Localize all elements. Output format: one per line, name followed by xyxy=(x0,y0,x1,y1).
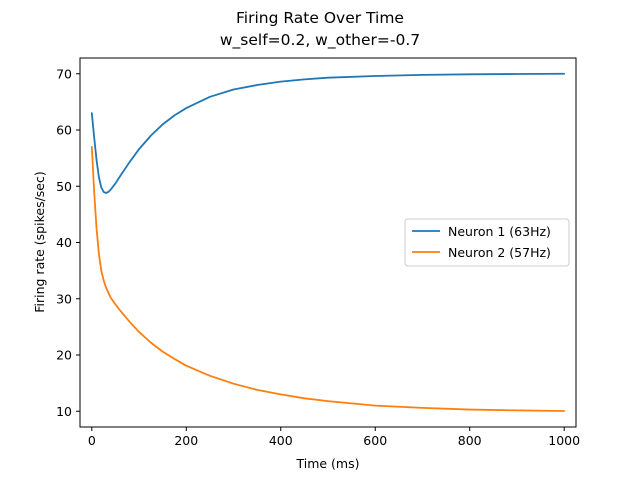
y-tick-label: 20 xyxy=(56,348,72,363)
x-tick-label: 400 xyxy=(269,433,293,448)
x-tick-label: 800 xyxy=(458,433,482,448)
y-tick-label: 50 xyxy=(56,179,72,194)
series-line-neuron-1 xyxy=(90,72,566,194)
x-axis-ticks: 0 200 400 600 800 1000 xyxy=(88,427,580,448)
x-axis-label: Time (ms) xyxy=(295,456,359,471)
chart-title: Firing Rate Over Time xyxy=(236,9,404,27)
y-tick-label: 10 xyxy=(56,404,72,419)
plot-lines xyxy=(90,72,566,412)
y-axis-ticks: 10 20 30 40 50 60 70 xyxy=(56,66,80,419)
legend-box xyxy=(404,218,570,267)
chart-subtitle: w_self=0.2, w_other=-0.7 xyxy=(220,31,420,50)
y-axis-label: Firing rate (spikes/sec) xyxy=(32,171,47,313)
legend-label-neuron-2: Neuron 2 (57Hz) xyxy=(448,245,551,260)
x-tick-label: 600 xyxy=(363,433,387,448)
x-tick-label: 200 xyxy=(174,433,198,448)
x-tick-label: 1000 xyxy=(548,433,580,448)
legend: Neuron 1 (63Hz) Neuron 2 (57Hz) xyxy=(404,218,570,267)
y-tick-label: 40 xyxy=(56,235,72,250)
x-tick-label: 0 xyxy=(88,433,96,448)
series-line-neuron-2 xyxy=(90,145,566,412)
y-tick-label: 60 xyxy=(56,123,72,138)
y-tick-label: 30 xyxy=(56,291,72,306)
legend-label-neuron-1: Neuron 1 (63Hz) xyxy=(448,224,551,239)
y-tick-label: 70 xyxy=(56,66,72,81)
